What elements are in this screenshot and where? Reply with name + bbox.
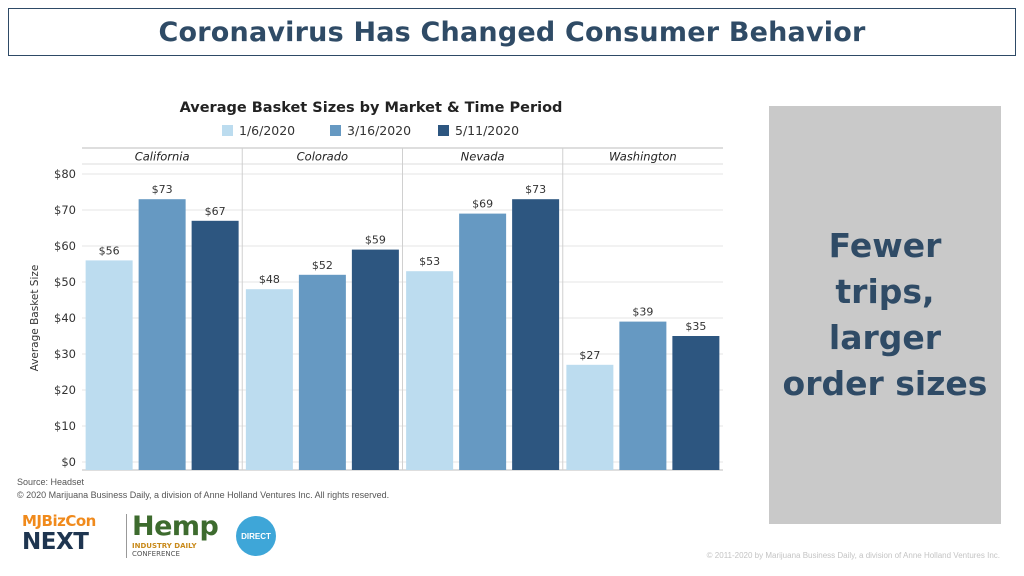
legend-label: 1/6/2020 <box>239 123 295 138</box>
bar <box>191 220 239 470</box>
data-label: $35 <box>685 320 706 333</box>
data-label: $52 <box>312 259 333 272</box>
legend-swatch <box>222 125 233 136</box>
bar <box>566 364 614 470</box>
y-tick-label: $30 <box>54 347 76 361</box>
bar <box>351 249 399 470</box>
data-label: $69 <box>472 198 493 211</box>
category-label: Nevada <box>461 150 505 164</box>
source-note: Source: Headset © 2020 Marijuana Busines… <box>17 476 389 502</box>
bar <box>459 213 507 470</box>
page-title: Coronavirus Has Changed Consumer Behavio… <box>158 16 866 48</box>
bar <box>298 274 346 470</box>
legend-swatch <box>438 125 449 136</box>
logo-strip: MJBizCon NEXT Hemp INDUSTRY DAILY CONFER… <box>22 512 292 562</box>
y-tick-label: $70 <box>54 203 76 217</box>
mjbizcon-logo-bottom: NEXT <box>22 529 89 555</box>
hemp-logo-conf: CONFERENCE <box>132 550 180 558</box>
bar <box>245 289 293 470</box>
logo-divider <box>126 514 127 558</box>
y-tick-label: $40 <box>54 311 76 325</box>
data-label: $56 <box>99 244 120 257</box>
legend-label: 3/16/2020 <box>347 123 411 138</box>
rights-line: © 2020 Marijuana Business Daily, a divis… <box>17 490 390 500</box>
data-label: $53 <box>419 255 440 268</box>
data-label: $67 <box>205 205 226 218</box>
callout-text: Fewer trips, larger order sizes <box>782 226 988 403</box>
bar <box>138 199 186 470</box>
data-label: $59 <box>365 234 386 247</box>
legend-label: 5/11/2020 <box>455 123 519 138</box>
data-label: $48 <box>259 273 280 286</box>
category-label: California <box>135 150 190 164</box>
data-label: $73 <box>152 183 173 196</box>
source-line: Source: Headset <box>17 477 85 487</box>
chart-area: Average Basket Sizes by Market & Time Pe… <box>0 90 740 480</box>
bar <box>85 260 133 470</box>
category-label: Colorado <box>297 150 348 164</box>
bar <box>672 336 720 470</box>
chart-title: Average Basket Sizes by Market & Time Pe… <box>180 100 563 116</box>
footer-copyright: © 2011-2020 by Marijuana Business Daily,… <box>706 551 1000 560</box>
bar <box>619 321 667 470</box>
y-tick-label: $10 <box>54 419 76 433</box>
y-tick-label: $50 <box>54 275 76 289</box>
mjbizcon-logo-top: MJBizCon <box>22 512 96 530</box>
bar-chart: Average Basket Sizes by Market & Time Pe… <box>29 100 723 471</box>
direct-logo: DIRECT <box>236 516 276 556</box>
data-label: $39 <box>632 306 653 319</box>
y-tick-label: $60 <box>54 239 76 253</box>
hemp-logo-title: Hemp <box>132 511 219 542</box>
legend-swatch <box>330 125 341 136</box>
bar <box>406 271 454 470</box>
y-axis-label: Average Basket Size <box>29 265 41 372</box>
hemp-logo: Hemp INDUSTRY DAILY CONFERENCE <box>132 511 219 559</box>
mjbizcon-logo: MJBizCon NEXT <box>22 512 96 554</box>
title-banner: Coronavirus Has Changed Consumer Behavio… <box>8 8 1016 56</box>
hemp-logo-sub: INDUSTRY DAILY <box>132 542 197 550</box>
category-label: Washington <box>609 150 677 164</box>
data-label: $73 <box>525 183 546 196</box>
y-tick-label: $20 <box>54 383 76 397</box>
y-tick-label: $0 <box>61 455 76 469</box>
callout-box: Fewer trips, larger order sizes <box>769 106 1001 524</box>
bar <box>512 199 560 470</box>
data-label: $27 <box>579 349 600 362</box>
y-tick-label: $80 <box>54 167 76 181</box>
